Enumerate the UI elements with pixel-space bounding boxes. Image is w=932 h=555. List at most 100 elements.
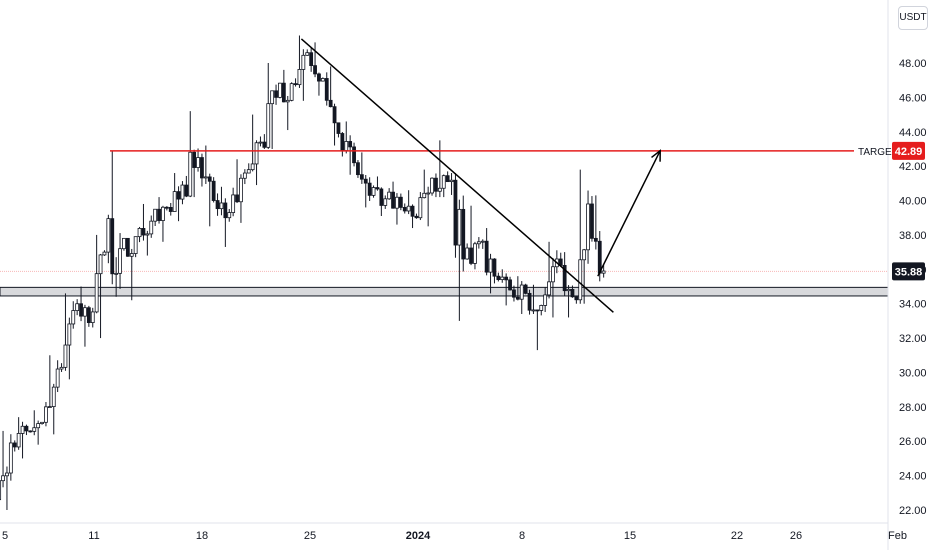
candle[interactable] [47,355,52,408]
candle[interactable] [578,169,583,304]
candle[interactable] [519,281,524,315]
candle[interactable] [523,283,528,295]
candle[interactable] [496,272,501,282]
candle[interactable] [422,169,427,199]
candle[interactable] [320,77,325,82]
candle[interactable] [344,121,349,154]
candle[interactable] [231,187,236,217]
candle[interactable] [203,145,208,184]
candle[interactable] [418,192,423,221]
candle[interactable] [457,199,462,321]
candle[interactable] [356,160,360,178]
candle[interactable] [504,273,509,306]
candle[interactable] [246,163,251,174]
candle[interactable] [527,289,532,315]
candle[interactable] [570,285,575,298]
candle[interactable] [266,63,271,149]
candle[interactable] [40,421,44,425]
candle[interactable] [391,181,395,209]
candle[interactable] [473,241,477,270]
candle[interactable] [161,205,165,242]
candle[interactable] [141,203,146,241]
candle[interactable] [133,236,138,258]
candle[interactable] [168,202,173,216]
candle[interactable] [207,173,212,227]
candle[interactable] [293,78,298,87]
candle[interactable] [512,285,516,302]
candle[interactable] [16,417,21,450]
candle[interactable] [500,269,505,283]
target-price-badge[interactable]: 42.89 [892,141,925,160]
candle[interactable] [0,473,2,502]
candle[interactable] [402,203,407,214]
candle[interactable] [59,363,64,372]
candle[interactable] [258,136,263,147]
candle[interactable] [395,193,399,225]
candle[interactable] [223,198,228,247]
candle[interactable] [192,149,197,198]
candle[interactable] [309,47,314,72]
candle[interactable] [129,248,134,301]
candle[interactable] [285,95,290,131]
candle[interactable] [1,430,5,488]
candle[interactable] [20,421,25,459]
candle[interactable] [336,122,341,138]
candle[interactable] [387,188,392,200]
candle[interactable] [434,173,438,198]
candle[interactable] [24,424,29,436]
candle[interactable] [281,69,286,103]
candle[interactable] [102,250,107,256]
candle[interactable] [262,134,267,149]
candle[interactable] [79,286,83,322]
candle[interactable] [601,264,606,278]
candle[interactable] [8,434,13,481]
candle[interactable] [200,153,204,187]
candle[interactable] [239,174,243,223]
candle[interactable] [75,299,80,316]
candle[interactable] [410,204,415,229]
candle[interactable] [437,140,442,198]
candle[interactable] [398,193,403,211]
candle[interactable] [406,190,411,215]
candle[interactable] [12,440,17,452]
candle[interactable] [44,402,48,427]
candle[interactable] [375,176,380,191]
candle[interactable] [110,150,115,285]
candle[interactable] [227,208,232,222]
candle[interactable] [574,295,579,304]
candle[interactable] [211,177,216,203]
candle[interactable] [106,214,111,264]
candle[interactable] [590,196,594,242]
candle[interactable] [469,205,473,266]
candle[interactable] [586,190,590,264]
candle[interactable] [508,276,512,291]
candle[interactable] [274,84,278,105]
candle[interactable] [157,197,161,224]
candle[interactable] [63,293,68,371]
candle[interactable] [278,82,282,99]
candle[interactable] [515,276,520,301]
candle[interactable] [215,193,220,216]
candle[interactable] [367,177,372,201]
candle[interactable] [71,301,76,329]
candle[interactable] [67,317,72,380]
candle[interactable] [5,466,9,510]
candle[interactable] [328,66,333,108]
candle[interactable] [145,230,150,256]
candle[interactable] [51,383,56,435]
candle[interactable] [196,148,200,172]
candle[interactable] [86,305,91,327]
candle[interactable] [153,208,158,226]
candle[interactable] [289,82,294,102]
candle[interactable] [445,171,450,183]
candle[interactable] [430,177,434,196]
candle[interactable] [254,140,259,186]
candle[interactable] [449,173,454,195]
candle[interactable] [235,159,239,204]
candle[interactable] [28,430,33,433]
candle[interactable] [539,304,544,316]
candle[interactable] [426,186,431,227]
candle[interactable] [32,410,37,436]
candle[interactable] [562,252,567,296]
